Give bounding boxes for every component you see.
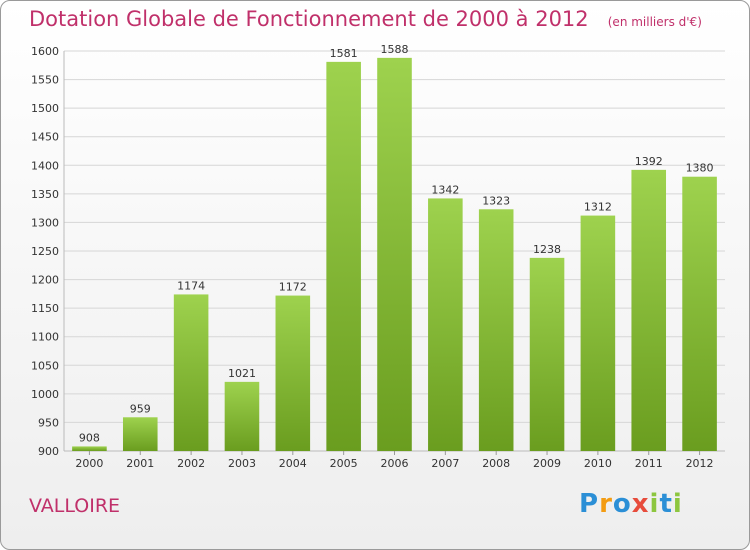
data-label-2011: 1392 (635, 155, 663, 168)
bar-2010 (580, 215, 616, 451)
y-tick-label: 900 (38, 445, 59, 458)
x-axis: 2000 2001 2002 2003 2004 2005 2006 2007 2008 2009… (75, 451, 714, 470)
data-label-2006: 1588 (381, 43, 409, 56)
data-label-2002: 1174 (177, 279, 205, 292)
bar-2000 (72, 446, 107, 451)
y-tick-label: 1000 (31, 388, 59, 401)
data-label-2010: 1312 (584, 201, 612, 214)
bar-2005 (326, 61, 361, 451)
x-tick-label: 2005 (330, 457, 358, 470)
data-label-2005: 1581 (330, 47, 358, 60)
x-tick-label: 2006 (381, 457, 409, 470)
y-tick-label: 1600 (31, 45, 59, 58)
x-tick-label: 2004 (279, 457, 307, 470)
y-tick-label: 1500 (31, 102, 59, 115)
x-tick-label: 2010 (584, 457, 612, 470)
logo-letter: t (659, 489, 673, 519)
y-tick-label: 1400 (31, 159, 59, 172)
bar-2006 (377, 57, 412, 451)
data-label-2012: 1380 (686, 162, 714, 175)
chart-title: Dotation Globale de Fonctionnement de 20… (29, 7, 589, 31)
logo-letter: r (599, 489, 613, 519)
x-tick-label: 2007 (431, 457, 459, 470)
y-tick-label: 1050 (31, 359, 59, 372)
logo-letter: i (649, 489, 660, 519)
y-tick-label: 1450 (31, 131, 59, 144)
y-tick-label: 1200 (31, 274, 59, 287)
y-tick-label: 1550 (31, 74, 59, 87)
bar-2002 (173, 294, 209, 451)
x-tick-label: 2002 (177, 457, 205, 470)
chart-subtitle: (en milliers d'€) (607, 15, 702, 29)
bar-2001 (122, 417, 158, 451)
y-tick-label: 1300 (31, 216, 59, 229)
data-label-2001: 959 (130, 402, 151, 415)
bar-2003 (224, 381, 260, 451)
data-label-2000: 908 (79, 431, 100, 444)
y-tick-label: 1350 (31, 188, 59, 201)
data-label-2003: 1021 (228, 367, 256, 380)
logo-letter: x (631, 489, 650, 519)
y-tick-label: 1250 (31, 245, 59, 258)
data-labels: 908 959 1174 1021 1172 1581 1588 1342 1323 1238 13… (79, 43, 714, 445)
commune-name: VALLOIRE (29, 495, 121, 517)
logo-letter: o (612, 489, 632, 519)
logo-letter: i (672, 489, 683, 519)
x-tick-label: 2008 (482, 457, 510, 470)
data-label-2009: 1238 (533, 243, 561, 256)
proxiti-logo: Proxiti (579, 489, 683, 519)
x-tick-label: 2009 (533, 457, 561, 470)
x-tick-label: 2001 (126, 457, 154, 470)
logo-letter: P (579, 489, 600, 519)
x-tick-label: 2011 (635, 457, 663, 470)
bar-2008 (478, 209, 514, 451)
x-tick-label: 2000 (75, 457, 103, 470)
data-label-2008: 1323 (482, 194, 510, 207)
data-label-2004: 1172 (279, 281, 307, 294)
bar-2004 (275, 295, 311, 451)
y-tick-label: 1100 (31, 331, 59, 344)
x-tick-label: 2003 (228, 457, 256, 470)
y-tick-label: 1150 (31, 302, 59, 315)
y-tick-label: 950 (38, 416, 59, 429)
bar-2012 (682, 176, 717, 451)
x-tick-label: 2012 (686, 457, 714, 470)
bar-2011 (631, 169, 667, 451)
title-row: Dotation Globale de Fonctionnement de 20… (29, 7, 702, 31)
bar-2009 (529, 257, 565, 451)
data-label-2007: 1342 (431, 183, 459, 196)
bars (72, 57, 717, 451)
bar-2007 (428, 198, 463, 451)
